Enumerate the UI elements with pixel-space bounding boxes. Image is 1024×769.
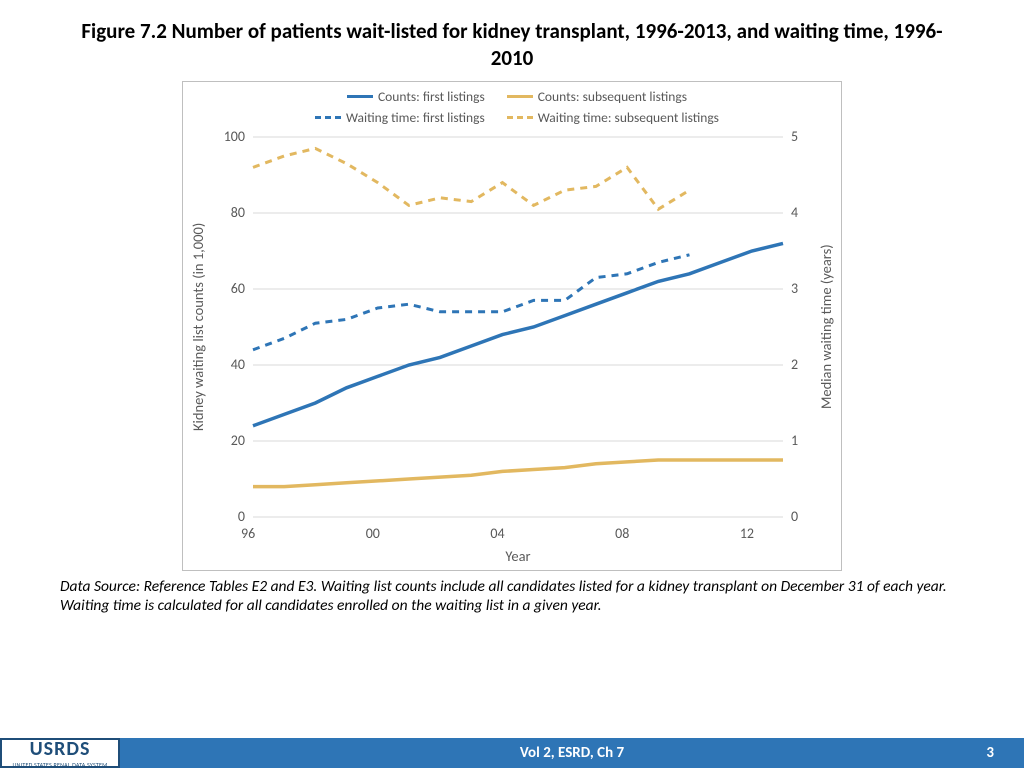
y-right-tick: 4 — [791, 204, 798, 221]
footer-bar: Vol 2, ESRD, Ch 7 3 — [120, 738, 1024, 768]
figure-caption: Data Source: Reference Tables E2 and E3.… — [0, 571, 1024, 616]
legend-label: Waiting time: subsequent listings — [538, 109, 719, 126]
x-tick: 04 — [490, 525, 504, 542]
y-right-tick: 5 — [791, 128, 798, 145]
footer-page-number: 3 — [986, 744, 994, 762]
line-chart: 0204060801000123459600040812Kidney waiti… — [182, 81, 842, 571]
legend-label: Counts: subsequent listings — [538, 88, 687, 105]
chart-legend: Counts: first listings Counts: subsequent… — [183, 88, 841, 128]
x-tick: 12 — [740, 525, 754, 542]
x-axis-label: Year — [253, 547, 783, 565]
legend-item: Counts: first listings — [347, 88, 485, 105]
x-tick: 08 — [615, 525, 629, 542]
y-left-tick: 80 — [231, 204, 245, 221]
legend-swatch — [347, 95, 373, 98]
legend-item: Waiting time: first listings — [315, 109, 485, 126]
series-line — [253, 254, 689, 349]
figure-title: Figure 7.2 Number of patients wait-liste… — [0, 0, 1024, 81]
y-right-tick: 3 — [791, 280, 798, 297]
legend-swatch — [315, 116, 341, 119]
series-line — [253, 148, 689, 209]
footer-center-text: Vol 2, ESRD, Ch 7 — [120, 744, 1024, 762]
series-line — [253, 460, 783, 487]
legend-swatch — [507, 116, 533, 119]
legend-item: Counts: subsequent listings — [507, 88, 687, 105]
y-left-tick: 100 — [224, 128, 245, 145]
y-right-tick: 1 — [791, 432, 798, 449]
legend-label: Counts: first listings — [378, 88, 485, 105]
y-right-tick: 2 — [791, 356, 798, 373]
usrds-logo: USRDS UNITED STATES RENAL DATA SYSTEM — [0, 738, 120, 768]
y-right-tick: 0 — [791, 508, 798, 525]
x-tick: 00 — [366, 525, 380, 542]
y-left-tick: 60 — [231, 280, 245, 297]
y-right-label: Median waiting time (years) — [817, 177, 835, 477]
slide-footer: USRDS UNITED STATES RENAL DATA SYSTEM Vo… — [0, 738, 1024, 768]
y-left-tick: 40 — [231, 356, 245, 373]
y-left-label: Kidney waiting list counts (in 1,000) — [189, 157, 207, 497]
y-left-tick: 0 — [238, 508, 245, 525]
series-line — [253, 243, 783, 425]
logo-main-text: USRDS — [30, 737, 91, 761]
x-tick: 96 — [241, 525, 255, 542]
legend-item: Waiting time: subsequent listings — [507, 109, 719, 126]
y-left-tick: 20 — [231, 432, 245, 449]
legend-swatch — [507, 95, 533, 98]
legend-label: Waiting time: first listings — [346, 109, 485, 126]
